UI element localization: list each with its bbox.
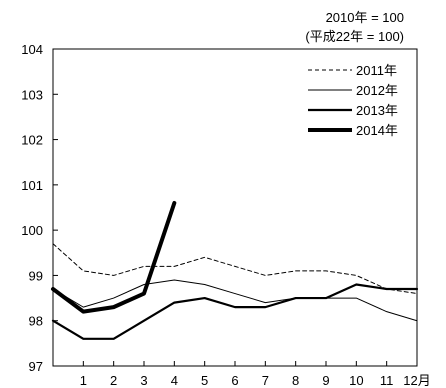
x-tick-label: 12月 [403,373,430,388]
legend: 2011年 2012年 2013年 2014年 [308,63,398,138]
x-tick-label: 6 [231,373,238,388]
base-year-note-era: (平成22年 = 100) [305,29,404,44]
x-tick-label: 7 [262,373,269,388]
series-layer [51,200,419,340]
legend-label: 2012年 [356,83,398,98]
x-axis: 1 2 3 4 5 6 7 8 9 10 11 12月 [80,361,431,388]
series-line-3 [51,283,419,340]
y-tick-label: 97 [29,359,43,374]
x-tick-label: 3 [140,373,147,388]
y-tick-label: 104 [21,42,43,57]
legend-label: 2013年 [356,103,398,118]
y-tick-label: 101 [21,178,43,193]
x-tick-label: 4 [171,373,178,388]
series-line-2 [52,279,418,322]
y-axis: 97 98 99 100 101 102 103 104 [21,42,58,374]
x-tick-label: 2 [110,373,117,388]
y-tick-label: 102 [21,133,43,148]
series-line-4 [51,200,177,314]
y-tick-label: 103 [21,87,43,102]
series-line-1 [52,243,418,295]
x-tick-label: 11 [380,373,394,388]
x-tick-label: 1 [80,373,87,388]
y-tick-label: 100 [21,223,43,238]
base-year-note: 2010年 = 100 [326,10,404,25]
y-tick-label: 98 [29,314,43,329]
legend-label: 2011年 [356,63,397,78]
x-tick-label: 8 [292,373,299,388]
x-tick-label: 10 [349,373,363,388]
x-tick-label: 5 [201,373,208,388]
y-tick-label: 99 [29,268,43,283]
x-tick-label: 9 [322,373,329,388]
legend-label: 2014年 [356,123,398,138]
